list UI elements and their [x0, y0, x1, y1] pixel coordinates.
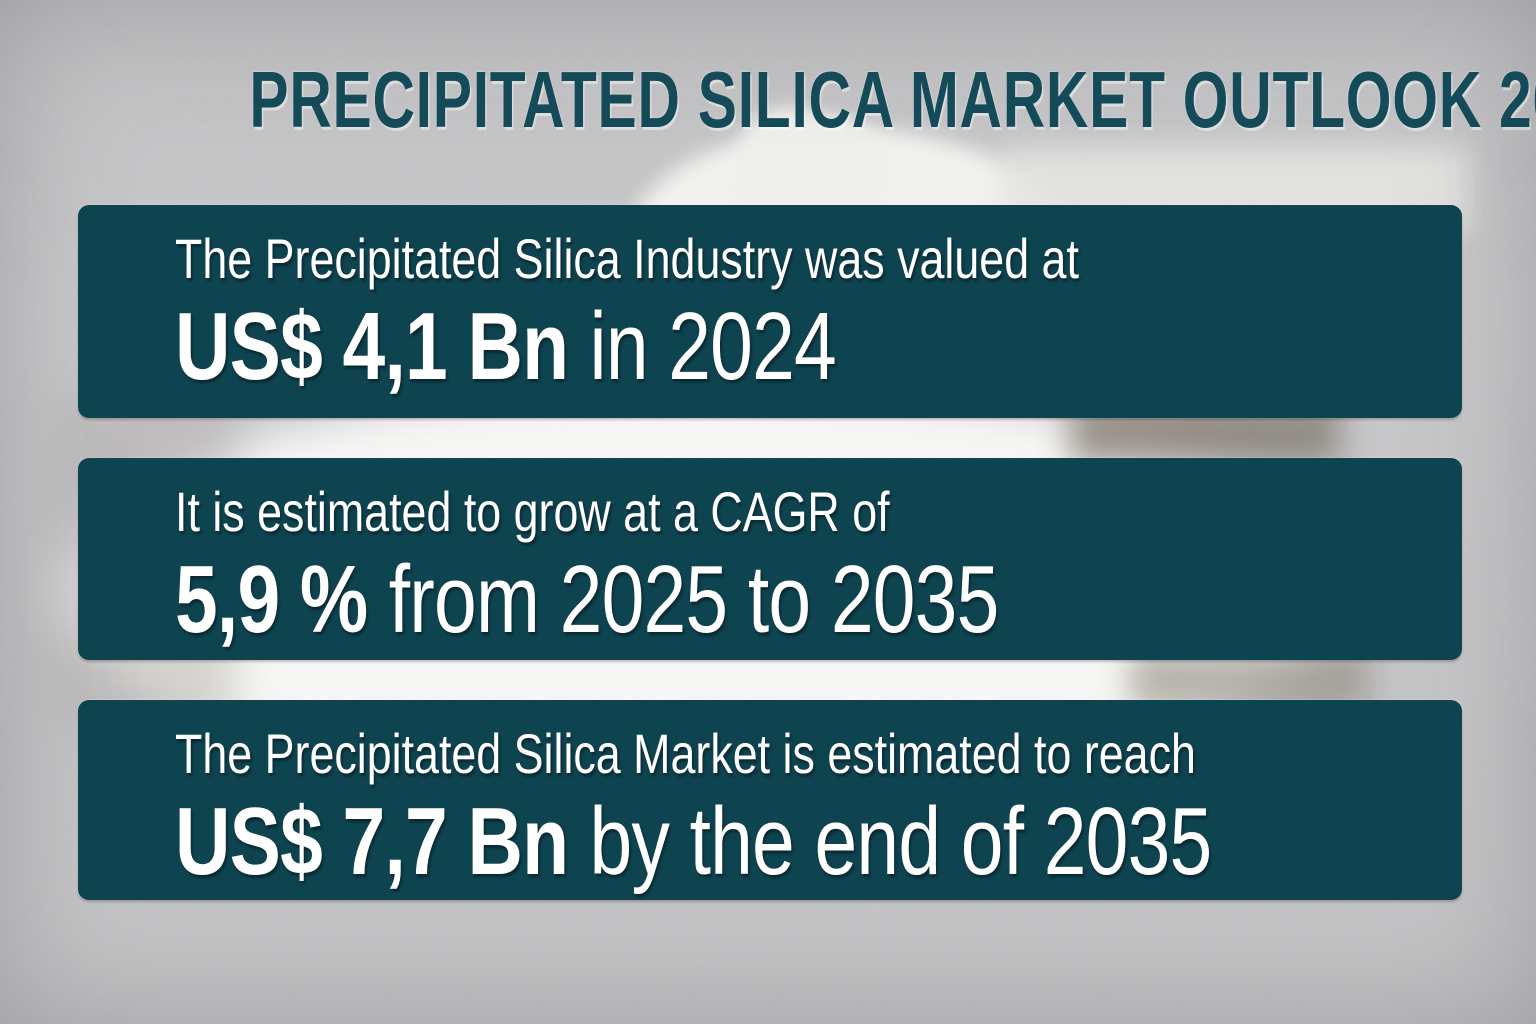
page-title-text: PRECIPITATED SILICA MARKET OUTLOOK 2035 — [249, 55, 1536, 144]
stat-value: 5,9 % — [175, 546, 368, 653]
stat-value: US$ 4,1 Bn — [175, 293, 569, 400]
stat-line: US$ 7,7 Bn by the end of 2035 — [175, 792, 1422, 892]
stat-intro: The Precipitated Silica Market is estima… — [175, 722, 1196, 785]
stat-card-cagr: It is estimated to grow at a CAGR of 5,9… — [78, 458, 1462, 660]
stat-detail: by the end of 2035 — [589, 788, 1213, 895]
page-title: PRECIPITATED SILICA MARKET OUTLOOK 2035 — [0, 58, 1536, 142]
stat-value: US$ 7,7 Bn — [175, 788, 569, 895]
stat-detail: from 2025 to 2035 — [388, 546, 1000, 653]
stat-intro: The Precipitated Silica Industry was val… — [175, 227, 1079, 290]
stat-line: 5,9 % from 2025 to 2035 — [175, 550, 1422, 650]
stat-line: US$ 4,1 Bn in 2024 — [175, 297, 1422, 397]
stat-card-market-value-2024: The Precipitated Silica Industry was val… — [78, 205, 1462, 418]
stat-detail: in 2024 — [589, 293, 837, 400]
stat-intro: It is estimated to grow at a CAGR of — [175, 480, 890, 543]
stat-card-forecast-2035: The Precipitated Silica Market is estima… — [78, 700, 1462, 900]
